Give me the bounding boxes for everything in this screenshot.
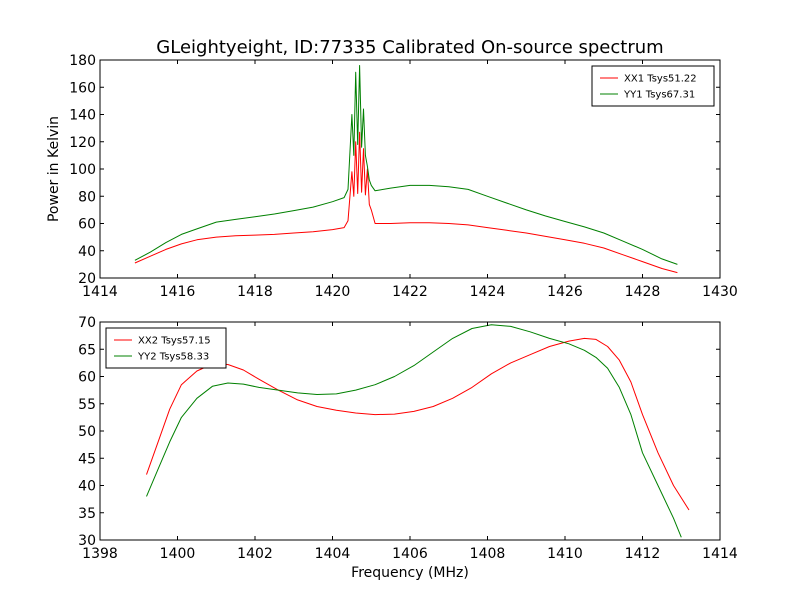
bottom-legend-box bbox=[105, 327, 227, 369]
top-x-tick-label: 1414 bbox=[82, 284, 118, 300]
bottom-series-2-line bbox=[146, 324, 682, 538]
bottom-legend: XX2 Tsys57.15 YY2 Tsys58.33 bbox=[105, 327, 227, 369]
bottom-x-axis-label: Frequency (MHz) bbox=[351, 565, 469, 581]
top-series-1-line bbox=[134, 131, 678, 274]
top-legend-box bbox=[591, 65, 715, 107]
bottom-legend-label-2: YY2 Tsys58.33 bbox=[137, 352, 209, 363]
top-y-tick-label: 60 bbox=[78, 217, 96, 233]
top-x-tick-label: 1426 bbox=[547, 284, 583, 300]
bottom-x-tick-label: 1400 bbox=[160, 546, 196, 562]
bottom-x-tick-label: 1406 bbox=[392, 546, 428, 562]
bottom-x-tick-label: 1398 bbox=[82, 546, 118, 562]
top-panel: 1414 1416 1418 1420 1422 1424 1426 1428 1430 20 40… bbox=[46, 53, 738, 300]
top-x-tick-label: 1430 bbox=[702, 284, 738, 300]
top-y-tick-label: 140 bbox=[69, 108, 96, 124]
chart-title: GLeightyeight, ID:77335 Calibrated On-so… bbox=[156, 37, 663, 58]
bottom-y-tick-label: 40 bbox=[78, 479, 96, 495]
top-x-tick-label: 1422 bbox=[392, 284, 428, 300]
top-y-axis-label: Power in Kelvin bbox=[46, 116, 62, 222]
top-y-tick-label: 160 bbox=[69, 80, 96, 96]
top-x-tick-label: 1428 bbox=[625, 284, 661, 300]
top-y-tick-label: 180 bbox=[69, 53, 96, 69]
bottom-y-tick-label: 50 bbox=[78, 424, 96, 440]
top-y-tick-label: 80 bbox=[78, 189, 96, 205]
top-y-tick-label: 40 bbox=[78, 244, 96, 260]
bottom-x-tick-label: 1410 bbox=[547, 546, 583, 562]
top-y-tick-label: 120 bbox=[69, 135, 96, 151]
top-series-2-line bbox=[134, 65, 678, 265]
bottom-y-tick-label: 45 bbox=[78, 451, 96, 467]
bottom-y-tick-label: 65 bbox=[78, 342, 96, 358]
top-y-tick-label: 20 bbox=[78, 271, 96, 287]
top-legend-label-2: YY1 Tsys67.31 bbox=[623, 90, 695, 101]
bottom-y-tick-label: 55 bbox=[78, 397, 96, 413]
top-x-tick-label: 1418 bbox=[237, 284, 273, 300]
top-legend-label-1: XX1 Tsys51.22 bbox=[624, 74, 697, 85]
bottom-x-tick-label: 1412 bbox=[625, 546, 661, 562]
bottom-x-tick-label: 1408 bbox=[470, 546, 506, 562]
top-y-tick-label: 100 bbox=[69, 162, 96, 178]
bottom-x-tick-label: 1414 bbox=[702, 546, 738, 562]
bottom-y-tick-label: 30 bbox=[78, 533, 96, 549]
top-x-tick-label: 1424 bbox=[470, 284, 506, 300]
top-x-tick-label: 1416 bbox=[160, 284, 196, 300]
bottom-legend-label-1: XX2 Tsys57.15 bbox=[138, 336, 211, 347]
bottom-y-tick-label: 60 bbox=[78, 370, 96, 386]
top-legend: XX1 Tsys51.22 YY1 Tsys67.31 bbox=[591, 65, 715, 107]
bottom-x-tick-label: 1402 bbox=[237, 546, 273, 562]
bottom-x-tick-label: 1404 bbox=[315, 546, 351, 562]
bottom-y-tick-label: 35 bbox=[78, 506, 96, 522]
bottom-y-tick-label: 70 bbox=[78, 315, 96, 331]
top-x-tick-label: 1420 bbox=[315, 284, 351, 300]
bottom-panel: 1398 1400 1402 1404 1406 1408 1410 1412 1414 30 35… bbox=[78, 315, 738, 581]
